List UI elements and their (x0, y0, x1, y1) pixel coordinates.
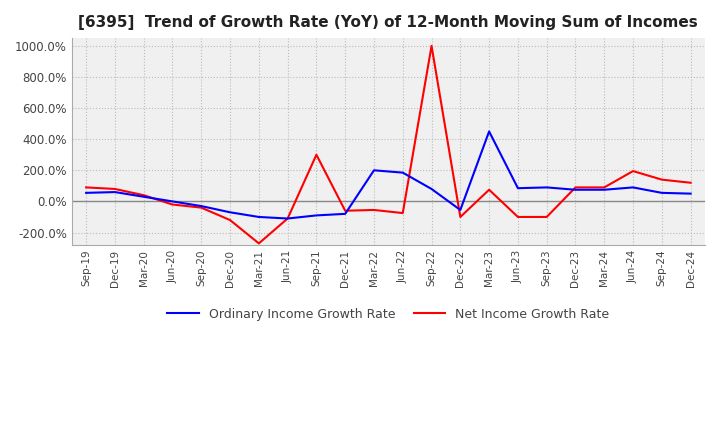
Ordinary Income Growth Rate (341, 211, 349, 216)
Ordinary Income Growth Rate (369, 168, 378, 173)
Net Income Growth Rate (485, 187, 493, 192)
Ordinary Income Growth Rate (629, 185, 637, 190)
Ordinary Income Growth Rate (571, 187, 580, 192)
Net Income Growth Rate (168, 202, 177, 207)
Net Income Growth Rate (629, 169, 637, 174)
Net Income Growth Rate (283, 216, 292, 221)
Net Income Growth Rate (686, 180, 695, 185)
Ordinary Income Growth Rate (111, 190, 120, 195)
Net Income Growth Rate (197, 205, 206, 210)
Ordinary Income Growth Rate (485, 129, 493, 134)
Net Income Growth Rate (542, 214, 551, 220)
Net Income Growth Rate (427, 43, 436, 48)
Ordinary Income Growth Rate (168, 199, 177, 204)
Line: Ordinary Income Growth Rate: Ordinary Income Growth Rate (86, 132, 690, 219)
Ordinary Income Growth Rate (513, 186, 522, 191)
Ordinary Income Growth Rate (600, 187, 608, 192)
Net Income Growth Rate (226, 217, 235, 223)
Net Income Growth Rate (140, 193, 148, 198)
Legend: Ordinary Income Growth Rate, Net Income Growth Rate: Ordinary Income Growth Rate, Net Income … (163, 303, 614, 326)
Net Income Growth Rate (657, 177, 666, 182)
Net Income Growth Rate (82, 185, 91, 190)
Title: [6395]  Trend of Growth Rate (YoY) of 12-Month Moving Sum of Incomes: [6395] Trend of Growth Rate (YoY) of 12-… (78, 15, 698, 30)
Net Income Growth Rate (312, 152, 320, 158)
Net Income Growth Rate (513, 214, 522, 220)
Ordinary Income Growth Rate (686, 191, 695, 196)
Net Income Growth Rate (254, 241, 263, 246)
Ordinary Income Growth Rate (254, 214, 263, 220)
Net Income Growth Rate (369, 207, 378, 213)
Ordinary Income Growth Rate (197, 203, 206, 209)
Net Income Growth Rate (600, 185, 608, 190)
Line: Net Income Growth Rate: Net Income Growth Rate (86, 46, 690, 243)
Ordinary Income Growth Rate (456, 207, 464, 213)
Ordinary Income Growth Rate (427, 186, 436, 191)
Net Income Growth Rate (341, 208, 349, 213)
Ordinary Income Growth Rate (226, 209, 235, 215)
Net Income Growth Rate (111, 186, 120, 191)
Ordinary Income Growth Rate (283, 216, 292, 221)
Ordinary Income Growth Rate (398, 170, 407, 175)
Ordinary Income Growth Rate (82, 190, 91, 195)
Ordinary Income Growth Rate (657, 190, 666, 195)
Ordinary Income Growth Rate (140, 194, 148, 199)
Ordinary Income Growth Rate (312, 213, 320, 218)
Ordinary Income Growth Rate (542, 185, 551, 190)
Net Income Growth Rate (571, 185, 580, 190)
Net Income Growth Rate (456, 214, 464, 220)
Net Income Growth Rate (398, 210, 407, 216)
